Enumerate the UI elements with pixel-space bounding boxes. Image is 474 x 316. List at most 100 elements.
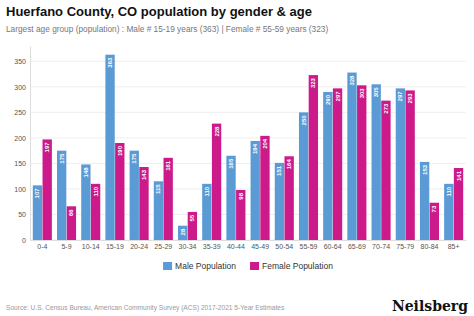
data-label: 110	[93, 186, 99, 196]
x-tick: 25-29	[154, 240, 172, 250]
bar	[405, 90, 414, 240]
data-label: 228	[214, 126, 220, 137]
bar	[323, 92, 332, 240]
data-label: 98	[238, 192, 244, 199]
tick-label: 0-4	[37, 243, 47, 250]
bar	[454, 168, 463, 240]
data-label: 297	[397, 91, 403, 102]
x-tick: 55-59	[300, 240, 318, 250]
tick-label: 200	[14, 135, 26, 142]
y-tick: 100	[14, 186, 30, 193]
x-tick: 0-4	[37, 240, 47, 250]
data-label: 194	[252, 143, 258, 154]
grid	[30, 61, 466, 240]
grid-line	[30, 61, 466, 62]
tick-label: 75-79	[396, 243, 414, 250]
bar	[164, 158, 173, 240]
tick-label: 45-49	[251, 243, 269, 250]
x-tick: 85+	[448, 240, 460, 250]
y-tick: 0	[22, 237, 30, 244]
x-tick: 35-39	[203, 240, 221, 250]
tick-label: 300	[14, 84, 26, 91]
x-tick: 70-74	[372, 240, 390, 250]
tick-label: 35-39	[203, 243, 221, 250]
bar	[43, 139, 52, 240]
tick-label: 150	[14, 160, 26, 167]
x-tick: 80-84	[421, 240, 439, 250]
data-label: 323	[310, 77, 316, 88]
subtitle: Largest age group (population) : Male # …	[6, 24, 328, 34]
data-label: 305	[373, 87, 379, 98]
data-label: 293	[407, 93, 413, 104]
bar	[212, 124, 221, 240]
tick-label: 70-74	[372, 243, 390, 250]
data-label: 143	[141, 169, 147, 180]
tick-label: 350	[14, 58, 26, 65]
bar	[139, 167, 148, 240]
data-label: 328	[349, 75, 355, 86]
data-label: 250	[301, 115, 307, 126]
data-label: 290	[325, 94, 331, 105]
legend-item: Male Population	[163, 261, 236, 271]
data-label: 190	[117, 145, 123, 156]
x-axis: 0-4 5-9 10-14 15-19 20-24 25-29 30-34 35-39 40-4…	[31, 240, 467, 250]
legend-swatch	[250, 262, 259, 270]
tick-label: 85+	[448, 243, 460, 250]
data-label: 303	[359, 88, 365, 99]
tick-label: 55-59	[300, 243, 318, 250]
tick-label: 20-24	[130, 243, 148, 250]
bar	[357, 85, 366, 240]
legend-item: Female Population	[250, 261, 333, 271]
tick-label: 15-19	[106, 243, 124, 250]
bar	[67, 206, 76, 240]
tick-label: 100	[14, 186, 26, 193]
bar	[105, 55, 114, 240]
bar	[420, 162, 429, 240]
legend-label: Female Population	[262, 261, 333, 271]
data-label: 66	[68, 209, 74, 216]
axis-line	[31, 240, 467, 241]
data-label: 204	[262, 138, 268, 149]
data-label: 153	[422, 164, 428, 175]
bar	[115, 143, 124, 240]
x-tick: 40-44	[227, 240, 245, 250]
data-label: 297	[335, 91, 341, 102]
x-tick: 10-14	[82, 240, 100, 250]
x-tick: 5-9	[61, 240, 71, 250]
bar-series	[43, 75, 464, 240]
bar	[275, 163, 284, 240]
data-label: 115	[155, 184, 161, 194]
x-tick: 65-69	[348, 240, 366, 250]
data-label: 55	[189, 214, 195, 221]
y-tick: 50	[18, 211, 30, 218]
data-label: 363	[107, 57, 113, 68]
data-label: 28	[180, 228, 186, 235]
axis-line	[30, 47, 31, 241]
bar	[299, 112, 308, 240]
bar	[188, 212, 197, 240]
x-tick: 75-79	[396, 240, 414, 250]
bar	[347, 73, 356, 240]
tick-label: 250	[14, 109, 26, 116]
bar	[178, 226, 187, 240]
bar	[33, 185, 42, 240]
bar	[236, 190, 245, 240]
y-axis: 0 50 100 150 200 250 300 350	[14, 47, 30, 244]
tick-label: 30-34	[179, 243, 197, 250]
bar-series	[33, 55, 454, 240]
data-label: 148	[83, 167, 89, 178]
tick-label: 65-69	[348, 243, 366, 250]
tick-label: 0	[22, 237, 26, 244]
tick-label: 10-14	[82, 243, 100, 250]
tick-label: 25-29	[154, 243, 172, 250]
x-tick: 45-49	[251, 240, 269, 250]
bar	[260, 136, 269, 240]
bar	[284, 156, 293, 240]
y-tick: 350	[14, 58, 30, 65]
y-tick: 150	[14, 160, 30, 167]
x-tick: 60-64	[324, 240, 342, 250]
bar	[396, 88, 405, 240]
legend-swatch	[163, 262, 172, 270]
legend: Male Population Female Population	[163, 261, 333, 271]
data-label: 197	[44, 142, 50, 153]
